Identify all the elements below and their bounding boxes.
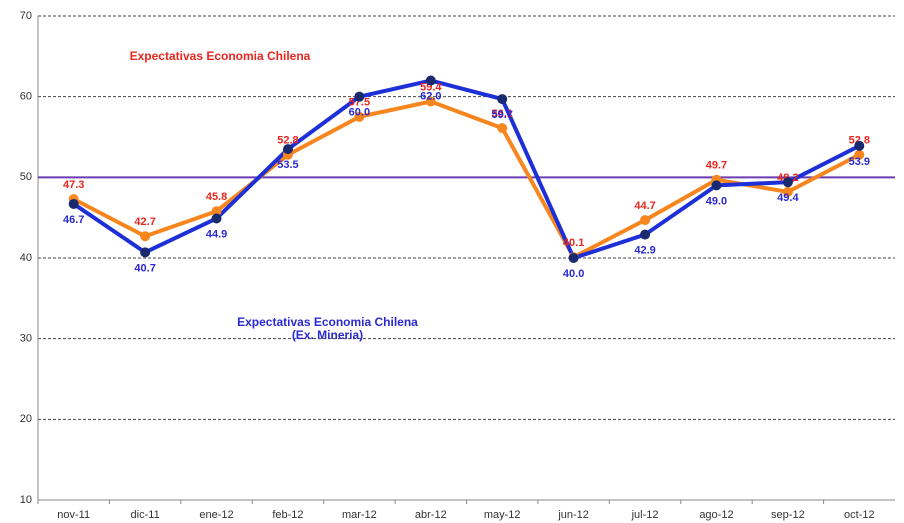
point	[140, 231, 151, 242]
x-tick-label: dic-11	[131, 509, 160, 521]
point	[568, 253, 579, 263]
data-label: 42.7	[134, 216, 155, 228]
data-label: 52.8	[277, 135, 298, 147]
point	[782, 177, 793, 188]
point	[640, 229, 651, 240]
point	[497, 94, 508, 105]
data-label: 40.0	[563, 268, 584, 280]
data-label: 59.7	[491, 109, 512, 121]
point	[68, 198, 79, 209]
point	[711, 180, 722, 191]
data-label: 57.5	[349, 97, 370, 109]
series-annotation: Expectativas Economia Chilena (Ex. Miner…	[237, 315, 418, 342]
x-tick-label: nov-11	[57, 509, 90, 521]
y-tick-label: 30	[20, 333, 32, 345]
data-label: 42.9	[634, 245, 655, 257]
point	[140, 247, 151, 258]
point	[854, 149, 865, 160]
x-tick-label: feb-12	[272, 509, 303, 521]
y-tick-label: 10	[20, 494, 32, 506]
x-tick-label: mar-12	[342, 509, 377, 521]
point	[640, 215, 651, 226]
data-label: 53.5	[277, 159, 298, 171]
point	[854, 140, 865, 151]
point	[782, 186, 793, 197]
data-label: 53.9	[849, 156, 870, 168]
point	[497, 123, 508, 134]
point	[211, 213, 222, 224]
x-tick-label: sep-12	[771, 509, 805, 521]
data-label: 49.7	[706, 160, 727, 172]
x-tick-label: oct-12	[844, 509, 875, 521]
data-label: 56.1	[491, 108, 512, 120]
point	[354, 91, 365, 102]
x-tick-label: jul-12	[631, 509, 659, 521]
data-label: 40.1	[563, 237, 584, 249]
data-label: 52.8	[849, 135, 870, 147]
x-tick-label: ene-12	[199, 509, 233, 521]
point	[425, 75, 436, 86]
point	[354, 111, 365, 122]
y-tick-label: 40	[20, 252, 32, 264]
x-tick-label: may-12	[484, 509, 521, 521]
data-label: 59.4	[420, 81, 442, 93]
data-label: 40.7	[134, 262, 155, 274]
x-tick-label: abr-12	[415, 509, 447, 521]
data-label: 49.0	[706, 195, 727, 207]
point	[425, 96, 436, 107]
y-tick-label: 50	[20, 171, 32, 183]
y-tick-label: 60	[20, 91, 32, 103]
x-tick-label: jun-12	[557, 509, 589, 521]
series-line	[72, 99, 861, 260]
data-label: 49.4	[777, 192, 799, 204]
data-label: 47.3	[63, 179, 84, 191]
y-tick-label: 70	[20, 10, 32, 22]
data-label: 62.0	[420, 90, 441, 102]
data-label: 45.8	[206, 191, 227, 203]
y-tick-label: 20	[20, 413, 32, 425]
point	[211, 206, 222, 217]
data-label: 44.9	[206, 228, 227, 240]
point	[282, 144, 293, 155]
data-label: 44.7	[634, 200, 655, 212]
series-annotation: Expectativas Economia Chilena	[129, 49, 311, 63]
data-label: 46.7	[63, 214, 84, 226]
x-tick-label: ago-12	[699, 509, 733, 521]
data-label: 60.0	[349, 107, 370, 119]
series-line	[72, 78, 861, 260]
